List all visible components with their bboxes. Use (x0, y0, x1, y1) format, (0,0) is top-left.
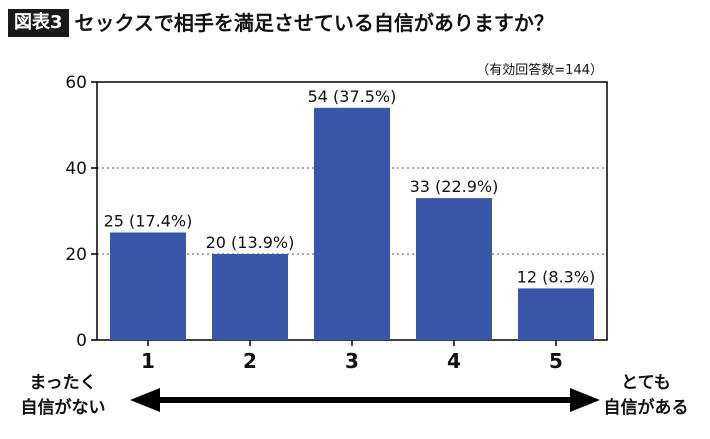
sample-size-note: （有効回答数=144） (476, 62, 603, 78)
bars (110, 107, 594, 340)
data-label: 25 (17.4%) (104, 212, 193, 231)
scale-label-left: まったく 自信がない (18, 371, 108, 421)
x-tick-label: 3 (345, 349, 359, 373)
x-axis-ticks: 1 2 3 4 5 (141, 340, 563, 373)
scale-left-line1: まったく (29, 373, 97, 393)
bar (314, 107, 390, 340)
figure-header: 図表3 セックスで相手を満足させている自信がありますか？ (8, 8, 554, 38)
scale-right-line1: とても (621, 373, 671, 393)
data-label: 12 (8.3%) (517, 267, 596, 286)
scale-right-line2: 自信がある (603, 398, 689, 418)
bar (416, 198, 492, 340)
x-tick-label: 5 (549, 349, 563, 373)
scale-label-right: とても 自信がある (596, 371, 696, 421)
scale-arrow (130, 388, 600, 412)
bar (110, 232, 186, 340)
data-label: 33 (22.9%) (410, 177, 499, 196)
bar (518, 288, 594, 340)
x-tick-label: 1 (141, 349, 155, 373)
data-labels: 25 (17.4%) 20 (13.9%) 54 (37.5%) 33 (22.9%)… (104, 87, 596, 287)
y-tick-label: 40 (65, 159, 87, 179)
scale-left-line2: 自信がない (20, 398, 106, 418)
y-tick-label: 20 (65, 245, 87, 265)
x-tick-label: 4 (447, 349, 461, 373)
y-tick-label: 0 (76, 331, 87, 351)
y-tick-label: 60 (65, 73, 87, 93)
bar (212, 254, 288, 340)
data-label: 20 (13.9%) (206, 233, 295, 252)
figure-number-badge: 図表3 (8, 9, 69, 37)
chart-title: セックスで相手を満足させている自信がありますか？ (74, 11, 554, 35)
data-label: 54 (37.5%) (308, 87, 397, 106)
x-tick-label: 2 (243, 349, 257, 373)
y-axis-ticks: 0 20 40 60 (65, 73, 97, 351)
